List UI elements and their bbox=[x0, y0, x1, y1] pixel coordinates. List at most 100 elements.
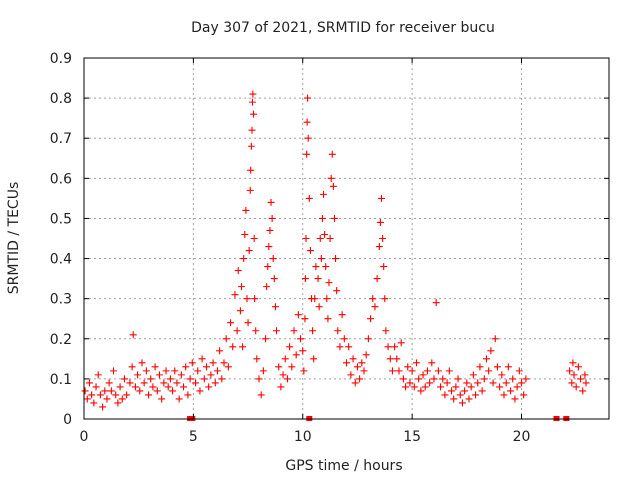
data-point bbox=[312, 263, 320, 271]
data-point bbox=[572, 383, 580, 391]
data-point bbox=[131, 383, 139, 391]
data-point bbox=[138, 359, 146, 367]
data-point bbox=[251, 295, 259, 303]
y-tick-label: 0 bbox=[63, 412, 72, 428]
data-point bbox=[410, 383, 418, 391]
data-point bbox=[265, 243, 273, 251]
data-point bbox=[267, 198, 275, 206]
data-point bbox=[81, 387, 89, 395]
data-point bbox=[356, 375, 364, 383]
data-point bbox=[353, 363, 361, 371]
data-point bbox=[507, 387, 515, 395]
data-point bbox=[581, 371, 589, 379]
data-point bbox=[518, 379, 525, 387]
data-point bbox=[177, 371, 185, 379]
data-point bbox=[147, 375, 155, 383]
data-point bbox=[303, 118, 311, 126]
data-point bbox=[105, 379, 113, 387]
data-point bbox=[270, 275, 278, 283]
data-point bbox=[140, 379, 148, 387]
y-tick-label: 0.4 bbox=[50, 252, 72, 268]
data-point bbox=[378, 194, 385, 202]
data-point bbox=[458, 399, 466, 407]
data-point bbox=[246, 186, 254, 194]
data-point bbox=[275, 363, 283, 371]
data-point bbox=[253, 355, 261, 363]
data-point bbox=[99, 403, 107, 411]
data-point bbox=[498, 371, 506, 379]
data-point bbox=[404, 363, 412, 371]
data-point bbox=[182, 363, 190, 371]
data-point bbox=[476, 363, 484, 371]
data-point bbox=[393, 355, 401, 363]
plot-frame bbox=[83, 57, 610, 420]
data-point bbox=[234, 267, 242, 275]
data-point bbox=[574, 363, 582, 371]
data-point bbox=[340, 335, 348, 343]
x-tick-label: 5 bbox=[189, 429, 198, 445]
x-tick-label: 15 bbox=[403, 429, 421, 445]
data-point bbox=[343, 359, 350, 367]
data-point bbox=[112, 391, 120, 399]
data-point bbox=[480, 375, 488, 383]
data-point bbox=[248, 126, 256, 134]
data-point bbox=[373, 275, 381, 283]
data-point bbox=[329, 182, 337, 190]
data-point bbox=[441, 391, 449, 399]
data-point bbox=[90, 399, 98, 407]
data-point bbox=[114, 399, 122, 407]
data-point bbox=[316, 235, 324, 242]
data-point bbox=[380, 263, 388, 271]
data-point bbox=[301, 315, 309, 323]
gridlines bbox=[84, 58, 609, 419]
y-tick-label: 0.2 bbox=[50, 332, 72, 348]
data-point bbox=[347, 371, 355, 379]
data-point bbox=[324, 315, 332, 323]
data-point bbox=[252, 327, 260, 335]
x-tick-label: 0 bbox=[80, 429, 89, 445]
data-point bbox=[281, 355, 289, 363]
data-point bbox=[151, 363, 159, 371]
data-point bbox=[262, 335, 270, 343]
data-point bbox=[129, 331, 137, 339]
data-point bbox=[160, 379, 168, 387]
data-point bbox=[474, 379, 482, 387]
data-point bbox=[454, 375, 462, 383]
data-point bbox=[450, 395, 458, 403]
data-point bbox=[273, 327, 280, 335]
data-point bbox=[452, 383, 460, 391]
data-point bbox=[491, 335, 499, 343]
data-point bbox=[264, 263, 272, 271]
x-tick-label: 10 bbox=[294, 429, 312, 445]
data-point bbox=[142, 367, 150, 375]
data-point bbox=[279, 371, 287, 379]
data-point bbox=[520, 391, 528, 399]
data-point bbox=[239, 343, 247, 351]
data-point bbox=[511, 395, 519, 403]
data-point bbox=[194, 367, 202, 375]
data-point bbox=[415, 375, 423, 383]
data-point bbox=[227, 319, 235, 327]
data-point bbox=[218, 375, 226, 383]
data-point bbox=[314, 275, 322, 283]
data-point bbox=[162, 367, 170, 375]
data-point bbox=[94, 371, 102, 379]
data-point bbox=[245, 247, 253, 255]
data-point bbox=[426, 379, 434, 387]
data-point bbox=[249, 90, 257, 98]
data-point bbox=[207, 371, 215, 379]
data-point bbox=[513, 383, 521, 391]
data-point bbox=[247, 166, 255, 174]
data-point bbox=[332, 255, 340, 263]
data-point bbox=[318, 214, 326, 222]
data-point bbox=[487, 347, 495, 355]
data-point bbox=[569, 359, 577, 367]
data-point bbox=[456, 391, 464, 399]
data-point bbox=[375, 243, 383, 251]
data-point bbox=[397, 339, 405, 347]
data-point bbox=[303, 150, 311, 158]
data-point bbox=[330, 214, 338, 222]
data-point bbox=[300, 367, 308, 375]
data-point bbox=[110, 367, 118, 375]
